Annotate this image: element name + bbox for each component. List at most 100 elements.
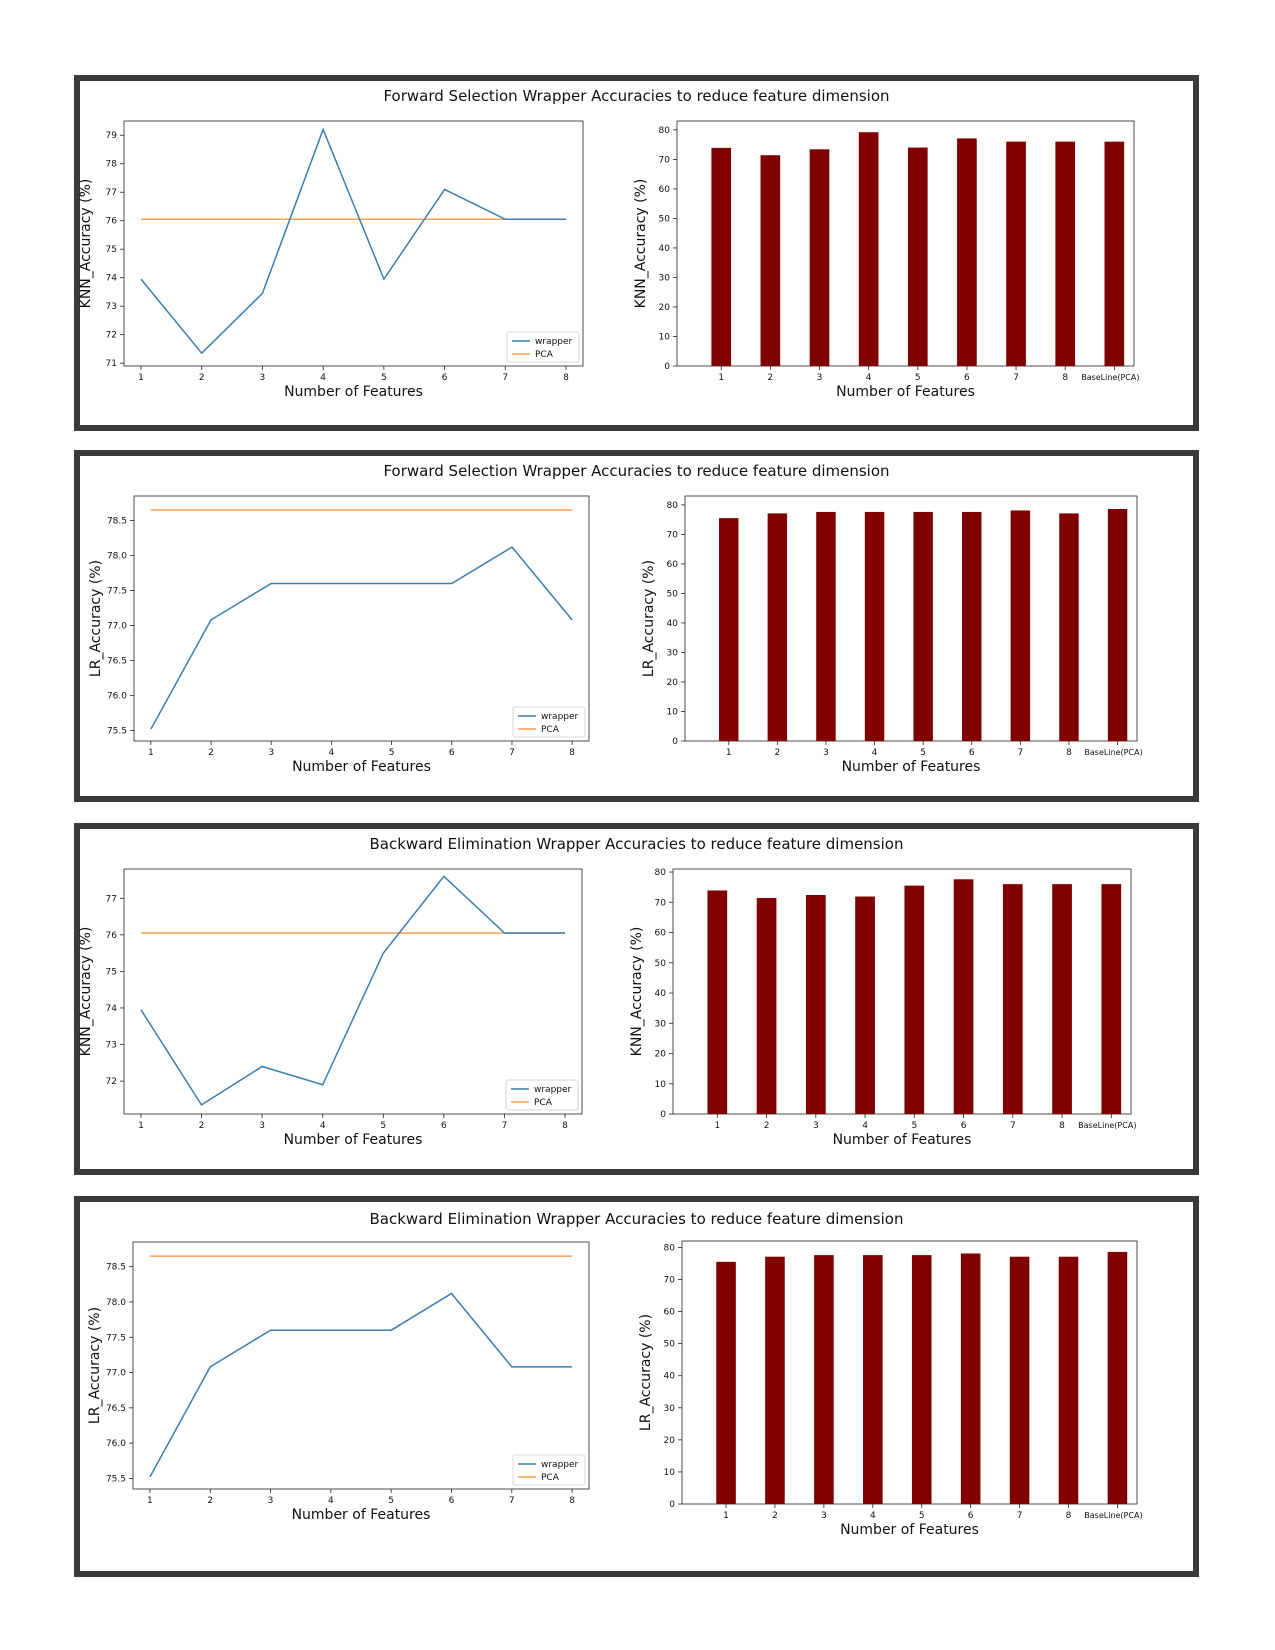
- x-tick-label: 2: [767, 373, 773, 383]
- y-tick-label: 20: [664, 1436, 676, 1446]
- legend-pca-label: PCA: [541, 725, 560, 735]
- plot-frame: [676, 120, 1135, 367]
- bar: [767, 513, 788, 741]
- y-tick-label: 30: [655, 1019, 667, 1029]
- bar: [855, 896, 875, 1114]
- x-tick-label: 2: [764, 1121, 770, 1131]
- legend-wrapper-label: wrapper: [541, 1460, 579, 1470]
- plot-frame: [133, 495, 590, 742]
- x-tick-label: 7: [1017, 748, 1023, 758]
- x-tick-label: 1: [723, 1511, 729, 1521]
- y-tick-label: 72: [106, 1077, 117, 1087]
- y-tick-label: 74: [106, 274, 118, 284]
- bar-chart-1: 0 10 20 30 40 50 60 70 80 1 2 3 4 5 6 7 8 BaseLine(PCA) Nu…: [633, 120, 1139, 400]
- bar-chart-3: 0 10 20 30 40 50 60 70 80 1 2 3 4 5 6 7 8 BaseLine(PCA) Nu…: [629, 868, 1136, 1148]
- line-chart-2: 75.5 76.0 76.5 77.0 77.5 78.0 78.5 1 2 3 4 5 6 7 8 wrap…: [88, 495, 590, 775]
- x-tick-label: 6: [449, 748, 455, 758]
- bar: [907, 147, 928, 366]
- y-tick-label: 10: [655, 1080, 667, 1090]
- x-tick-label: 3: [259, 1121, 265, 1131]
- y-tick-label: 73: [106, 1041, 117, 1051]
- x-tick-label: 7: [502, 1121, 508, 1131]
- y-tick-label: 0: [664, 362, 670, 372]
- bar: [960, 1253, 981, 1504]
- y-tick-label: 76.0: [107, 692, 127, 702]
- y-tick-label: 70: [655, 898, 667, 908]
- bar: [962, 511, 982, 741]
- y-tick-label: 40: [664, 1372, 676, 1382]
- bar: [805, 895, 826, 1114]
- legend-wrapper-label: wrapper: [535, 337, 573, 347]
- x-tick-label: 8: [562, 1121, 568, 1131]
- panel-title: Forward Selection Wrapper Accuracies to …: [383, 462, 890, 480]
- wrapper-line: [149, 1292, 573, 1478]
- y-tick-label: 75: [106, 245, 117, 255]
- y-axis-label: KNN_Accuracy (%): [78, 927, 94, 1057]
- y-tick-label: 77.5: [107, 587, 127, 597]
- y-axis-label: LR_Accuracy (%): [87, 1307, 103, 1424]
- y-tick-label: 30: [659, 273, 671, 283]
- x-tick-label: 3: [268, 1496, 274, 1506]
- x-tick-label: 1: [718, 373, 724, 383]
- plot-frame: [123, 120, 584, 367]
- y-axis-label: KNN_Accuracy (%): [78, 179, 94, 309]
- y-tick-label: 72: [106, 331, 117, 341]
- x-tick-label: 6: [449, 1496, 455, 1506]
- x-tick-label: 4: [872, 748, 878, 758]
- y-tick-label: 76: [106, 217, 118, 227]
- bar: [1009, 1256, 1030, 1504]
- x-tick-label: 7: [509, 1496, 515, 1506]
- bar: [1104, 141, 1125, 366]
- y-tick-label: 70: [659, 155, 671, 165]
- y-tick-label: 50: [655, 959, 667, 969]
- bar: [760, 155, 781, 366]
- bar: [1107, 508, 1128, 741]
- line-chart-3: 72 73 74 75 76 77 1 2 3 4 5 6 7 8 wrapper PCA Number of …: [78, 868, 583, 1148]
- y-tick-label: 77.5: [106, 1333, 126, 1343]
- y-tick-label: 77: [106, 894, 117, 904]
- wrapper-line: [140, 127, 566, 355]
- x-tick-label: 1: [714, 1121, 720, 1131]
- x-tick-label: 3: [821, 1511, 827, 1521]
- legend-pca-label: PCA: [534, 1098, 553, 1108]
- y-tick-label: 76: [106, 931, 118, 941]
- y-tick-label: 78.0: [106, 1298, 126, 1308]
- chart-panel-2: Forward Selection Wrapper Accuracies to …: [74, 450, 1199, 802]
- x-tick-label: 6: [968, 1511, 974, 1521]
- bar: [953, 879, 974, 1114]
- wrapper-line: [140, 875, 565, 1106]
- y-tick-label: 60: [659, 185, 671, 195]
- x-tick-label: 1: [148, 748, 154, 758]
- x-axis-label: Number of Features: [840, 1522, 979, 1538]
- y-tick-label: 77.0: [107, 622, 127, 632]
- y-tick-label: 70: [664, 1275, 676, 1285]
- y-tick-label: 76.5: [106, 1404, 126, 1414]
- y-tick-label: 60: [667, 560, 679, 570]
- y-tick-label: 75.5: [107, 727, 127, 737]
- x-tick-label: 1: [147, 1496, 153, 1506]
- y-tick-label: 78.5: [107, 517, 127, 527]
- x-axis-label: Number of Features: [292, 1507, 431, 1523]
- y-tick-label: 80: [659, 126, 671, 136]
- x-tick-label: 7: [1017, 1511, 1023, 1521]
- x-tick-label: 8: [1066, 748, 1072, 758]
- y-tick-label: 78: [106, 160, 118, 170]
- legend-wrapper-label: wrapper: [534, 1085, 572, 1095]
- y-tick-label: 78.0: [107, 552, 127, 562]
- x-tick-label: 1: [138, 373, 144, 383]
- x-tick-label: BaseLine(PCA): [1078, 1121, 1136, 1130]
- x-tick-label: 1: [138, 1121, 144, 1131]
- plot-frame: [132, 1241, 590, 1490]
- x-tick-label: 3: [268, 748, 274, 758]
- legend-wrapper-label: wrapper: [541, 712, 579, 722]
- bar: [1006, 141, 1026, 366]
- x-tick-label: 5: [389, 748, 395, 758]
- x-tick-label: BaseLine(PCA): [1081, 373, 1139, 382]
- y-tick-label: 10: [667, 707, 679, 717]
- y-tick-label: 30: [667, 648, 679, 658]
- y-tick-label: 0: [669, 1500, 675, 1510]
- legend-pca-label: PCA: [535, 350, 554, 360]
- x-tick-label: 7: [509, 748, 515, 758]
- y-tick-label: 80: [667, 501, 679, 511]
